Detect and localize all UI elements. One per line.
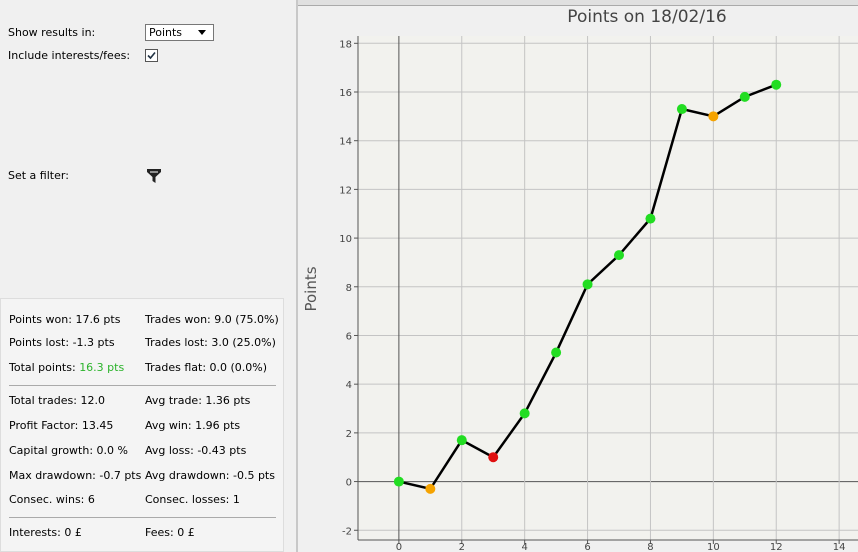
y-tick-label: 16 [339, 88, 352, 99]
separator [9, 517, 276, 518]
stat: Points lost: -1.3 pts [9, 336, 115, 349]
stat: Consec. wins: 6 [9, 493, 95, 506]
point [425, 483, 436, 494]
stat: Profit Factor: 13.45 [9, 419, 113, 432]
stat: Interests: 0 £ [9, 526, 82, 539]
x-tick-label: 4 [521, 542, 527, 552]
point [614, 250, 625, 261]
x-tick-label: 8 [647, 542, 653, 552]
stat-label: Capital growth: 0.0 % [9, 444, 128, 457]
point [645, 213, 656, 224]
stat-label: Total trades: 12.0 [9, 394, 105, 407]
x-tick-label: 0 [396, 542, 402, 552]
divider [296, 0, 298, 552]
stat-label: Interests: 0 £ [9, 526, 82, 539]
label: Set a filter: [8, 169, 69, 182]
separator [9, 385, 276, 386]
stat-label: Avg win: 1.96 pts [145, 419, 241, 432]
stat: Avg drawdown: -0.5 pts [145, 469, 275, 482]
filter-icon[interactable] [146, 168, 162, 184]
point [582, 279, 593, 290]
point [488, 452, 499, 463]
stats-box: Points won: 17.6 pts Trades won: 9.0 (75.… [0, 298, 284, 552]
point [519, 408, 530, 419]
y-tick-label: -2 [342, 526, 352, 537]
x-tick-label: 14 [833, 542, 846, 552]
stat-label: Points won: 17.6 pts [9, 313, 121, 326]
select[interactable]: Points [145, 24, 214, 41]
stat: Trades lost: 3.0 (25.0%) [145, 336, 276, 349]
stat-label: Trades won: 9.0 (75.0%) [145, 313, 279, 326]
stat: Trades flat: 0.0 (0.0%) [145, 361, 267, 374]
stat-label: Avg drawdown: -0.5 pts [145, 469, 275, 482]
stat-label: Trades lost: 3.0 (25.0%) [145, 336, 276, 349]
stat: Total points: 16.3 pts [9, 361, 124, 374]
stat-label: Points lost: -1.3 pts [9, 336, 115, 349]
arrow [198, 30, 206, 35]
x-tick-label: 6 [584, 542, 590, 552]
x-tick-label: 2 [459, 542, 465, 552]
plot-area [358, 36, 858, 540]
stat-label: Fees: 0 £ [145, 526, 195, 539]
point [456, 435, 467, 446]
y-tick-label: 12 [339, 185, 352, 196]
stat: Capital growth: 0.0 % [9, 444, 128, 457]
stat: Max drawdown: -0.7 pts [9, 469, 141, 482]
point [551, 347, 562, 358]
point [739, 91, 750, 102]
x-tick-label: 10 [707, 542, 720, 552]
stat: Avg loss: -0.43 pts [145, 444, 246, 457]
stat: Avg win: 1.96 pts [145, 419, 240, 432]
y-tick-label: 18 [339, 39, 352, 50]
point [708, 111, 719, 122]
stat-label: Consec. losses: 1 [145, 493, 240, 506]
point [393, 476, 404, 487]
stat: Consec. losses: 1 [145, 493, 240, 506]
select-value: Points [149, 26, 183, 39]
y-tick-label: 0 [346, 478, 352, 489]
stat-label: Total points: [9, 361, 80, 374]
stat-label: Avg trade: 1.36 pts [145, 394, 251, 407]
label: Show results in: [8, 26, 96, 39]
y-tick-label: 6 [346, 331, 352, 342]
stat: Trades won: 9.0 (75.0%) [145, 313, 279, 326]
stat: Total trades: 12.0 [9, 394, 105, 407]
checkbox[interactable] [145, 49, 158, 62]
y-tick-label: 4 [346, 380, 352, 391]
chart: Points on 18/02/16 Points -2 0 2 4 6 8 10 12 14 16 1… [302, 7, 858, 552]
y-tick-label: 8 [346, 283, 352, 294]
y-tick-label: 2 [346, 429, 352, 440]
stat: Points won: 17.6 pts [9, 313, 120, 326]
y-tick-label: 14 [339, 137, 352, 148]
label: Include interests/fees: [8, 49, 131, 62]
stat-label: Avg loss: -0.43 pts [145, 444, 247, 457]
stat-label: Profit Factor: 13.45 [9, 419, 114, 432]
chart-title: Points on 18/02/16 [567, 7, 726, 27]
stat-label: Consec. wins: 6 [9, 493, 95, 506]
y-axis-label: Points [302, 266, 320, 311]
tab-strip [298, 0, 858, 6]
point [676, 104, 687, 115]
stat-label: Max drawdown: -0.7 pts [9, 469, 142, 482]
stat: Fees: 0 £ [145, 526, 195, 539]
point [771, 79, 782, 90]
stat: Avg trade: 1.36 pts [145, 394, 250, 407]
y-tick-label: 10 [339, 234, 352, 245]
x-tick-label: 12 [770, 542, 783, 552]
stat-label: Trades flat: 0.0 (0.0%) [145, 361, 268, 374]
stat-value: 16.3 pts [79, 361, 125, 374]
